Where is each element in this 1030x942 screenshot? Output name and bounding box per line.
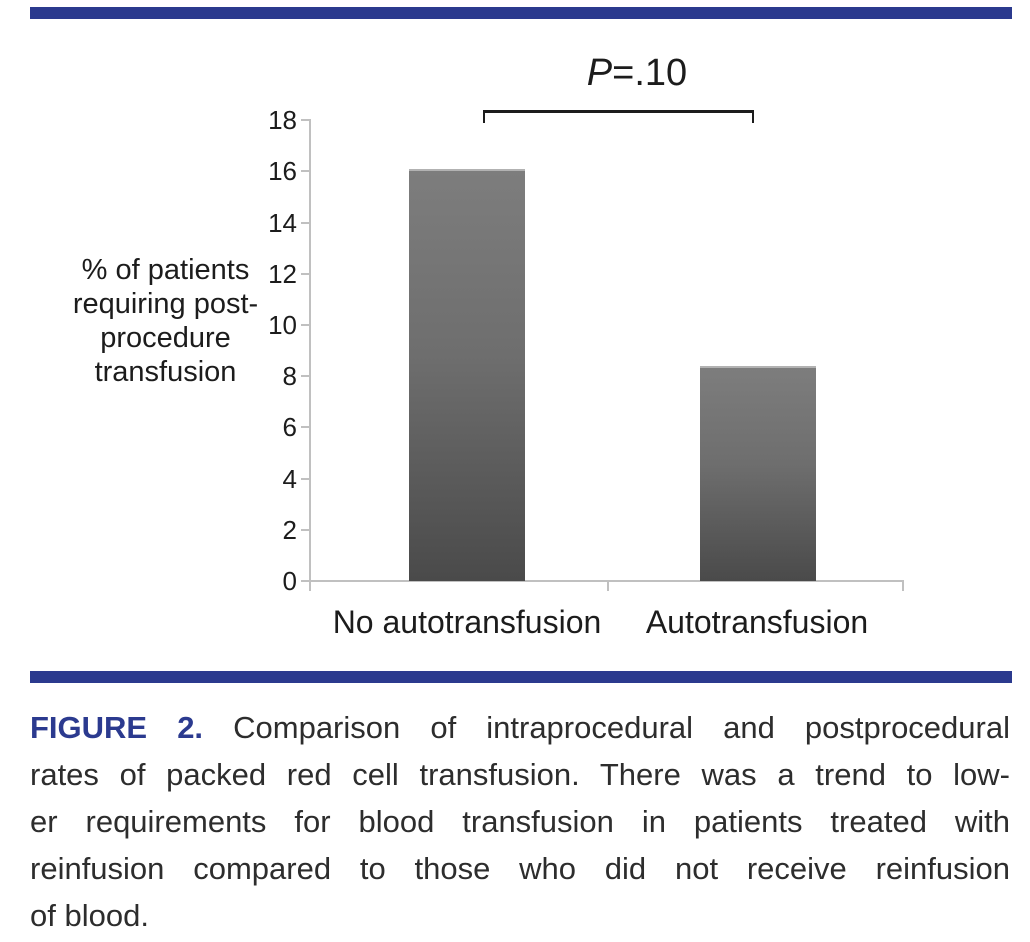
category-label-0: No autotransfusion	[332, 604, 602, 640]
y-axis-title: % of patients requiring post-procedure tra…	[58, 253, 273, 389]
p-symbol: P	[586, 52, 613, 94]
y-tick-2	[301, 528, 309, 531]
caption-rule	[30, 671, 1012, 683]
significance-bracket	[483, 110, 754, 123]
y-axis-title-line-2: procedure	[100, 322, 231, 354]
y-tick-8	[301, 375, 309, 378]
caption-line-4: of blood.	[30, 898, 149, 933]
y-tick-label-10: 10	[268, 310, 297, 340]
y-tick-label-12: 12	[268, 258, 297, 289]
y-axis-title-line-1: requiring post-	[72, 288, 259, 320]
y-tick-10	[301, 324, 309, 326]
y-tick-label-16: 16	[268, 156, 297, 187]
x-tick-1	[902, 581, 904, 591]
bar-autotransfusion	[700, 366, 816, 581]
y-tick-6	[301, 426, 309, 429]
caption-line-1: rates of packed red cell transfusion. Th…	[30, 757, 1010, 792]
p-value-annotation: P=.10	[497, 50, 777, 96]
y-tick-18	[301, 119, 309, 122]
y-tick-label-8: 8	[282, 361, 297, 392]
x-axis-line	[309, 580, 904, 582]
y-tick-label-18: 18	[268, 105, 297, 136]
y-axis-title-line-3: transfusion	[94, 356, 237, 388]
caption-line-0: FIGURE 2. Comparison of intraprocedural …	[30, 710, 1010, 745]
y-tick-12	[301, 272, 309, 275]
caption-line-3: reinfusion compared to those who did not…	[30, 851, 1010, 886]
figure-caption: FIGURE 2. Comparison of intraprocedural …	[30, 704, 1010, 939]
caption-line-2: er requirements for blood transfusion in…	[30, 804, 1010, 839]
p-value-text: =.10	[612, 52, 688, 94]
y-tick-0	[301, 580, 309, 582]
y-axis-title-line-0: % of patients	[81, 254, 250, 286]
y-tick-label-4: 4	[282, 463, 297, 494]
category-label-1: Autotransfusion	[645, 604, 869, 640]
y-tick-label-6: 6	[282, 412, 297, 443]
y-tick-14	[301, 221, 309, 224]
y-tick-label-0: 0	[282, 566, 297, 596]
figure-number-label: FIGURE 2.	[30, 710, 204, 745]
x-tick-0	[607, 581, 609, 591]
bar-no-autotransfusion	[409, 169, 525, 581]
y-axis-line	[309, 119, 311, 591]
top-rule	[30, 7, 1012, 19]
y-tick-label-2: 2	[282, 514, 297, 545]
y-tick-label-14: 14	[268, 207, 297, 238]
y-tick-4	[301, 477, 309, 480]
y-tick-16	[301, 170, 309, 173]
